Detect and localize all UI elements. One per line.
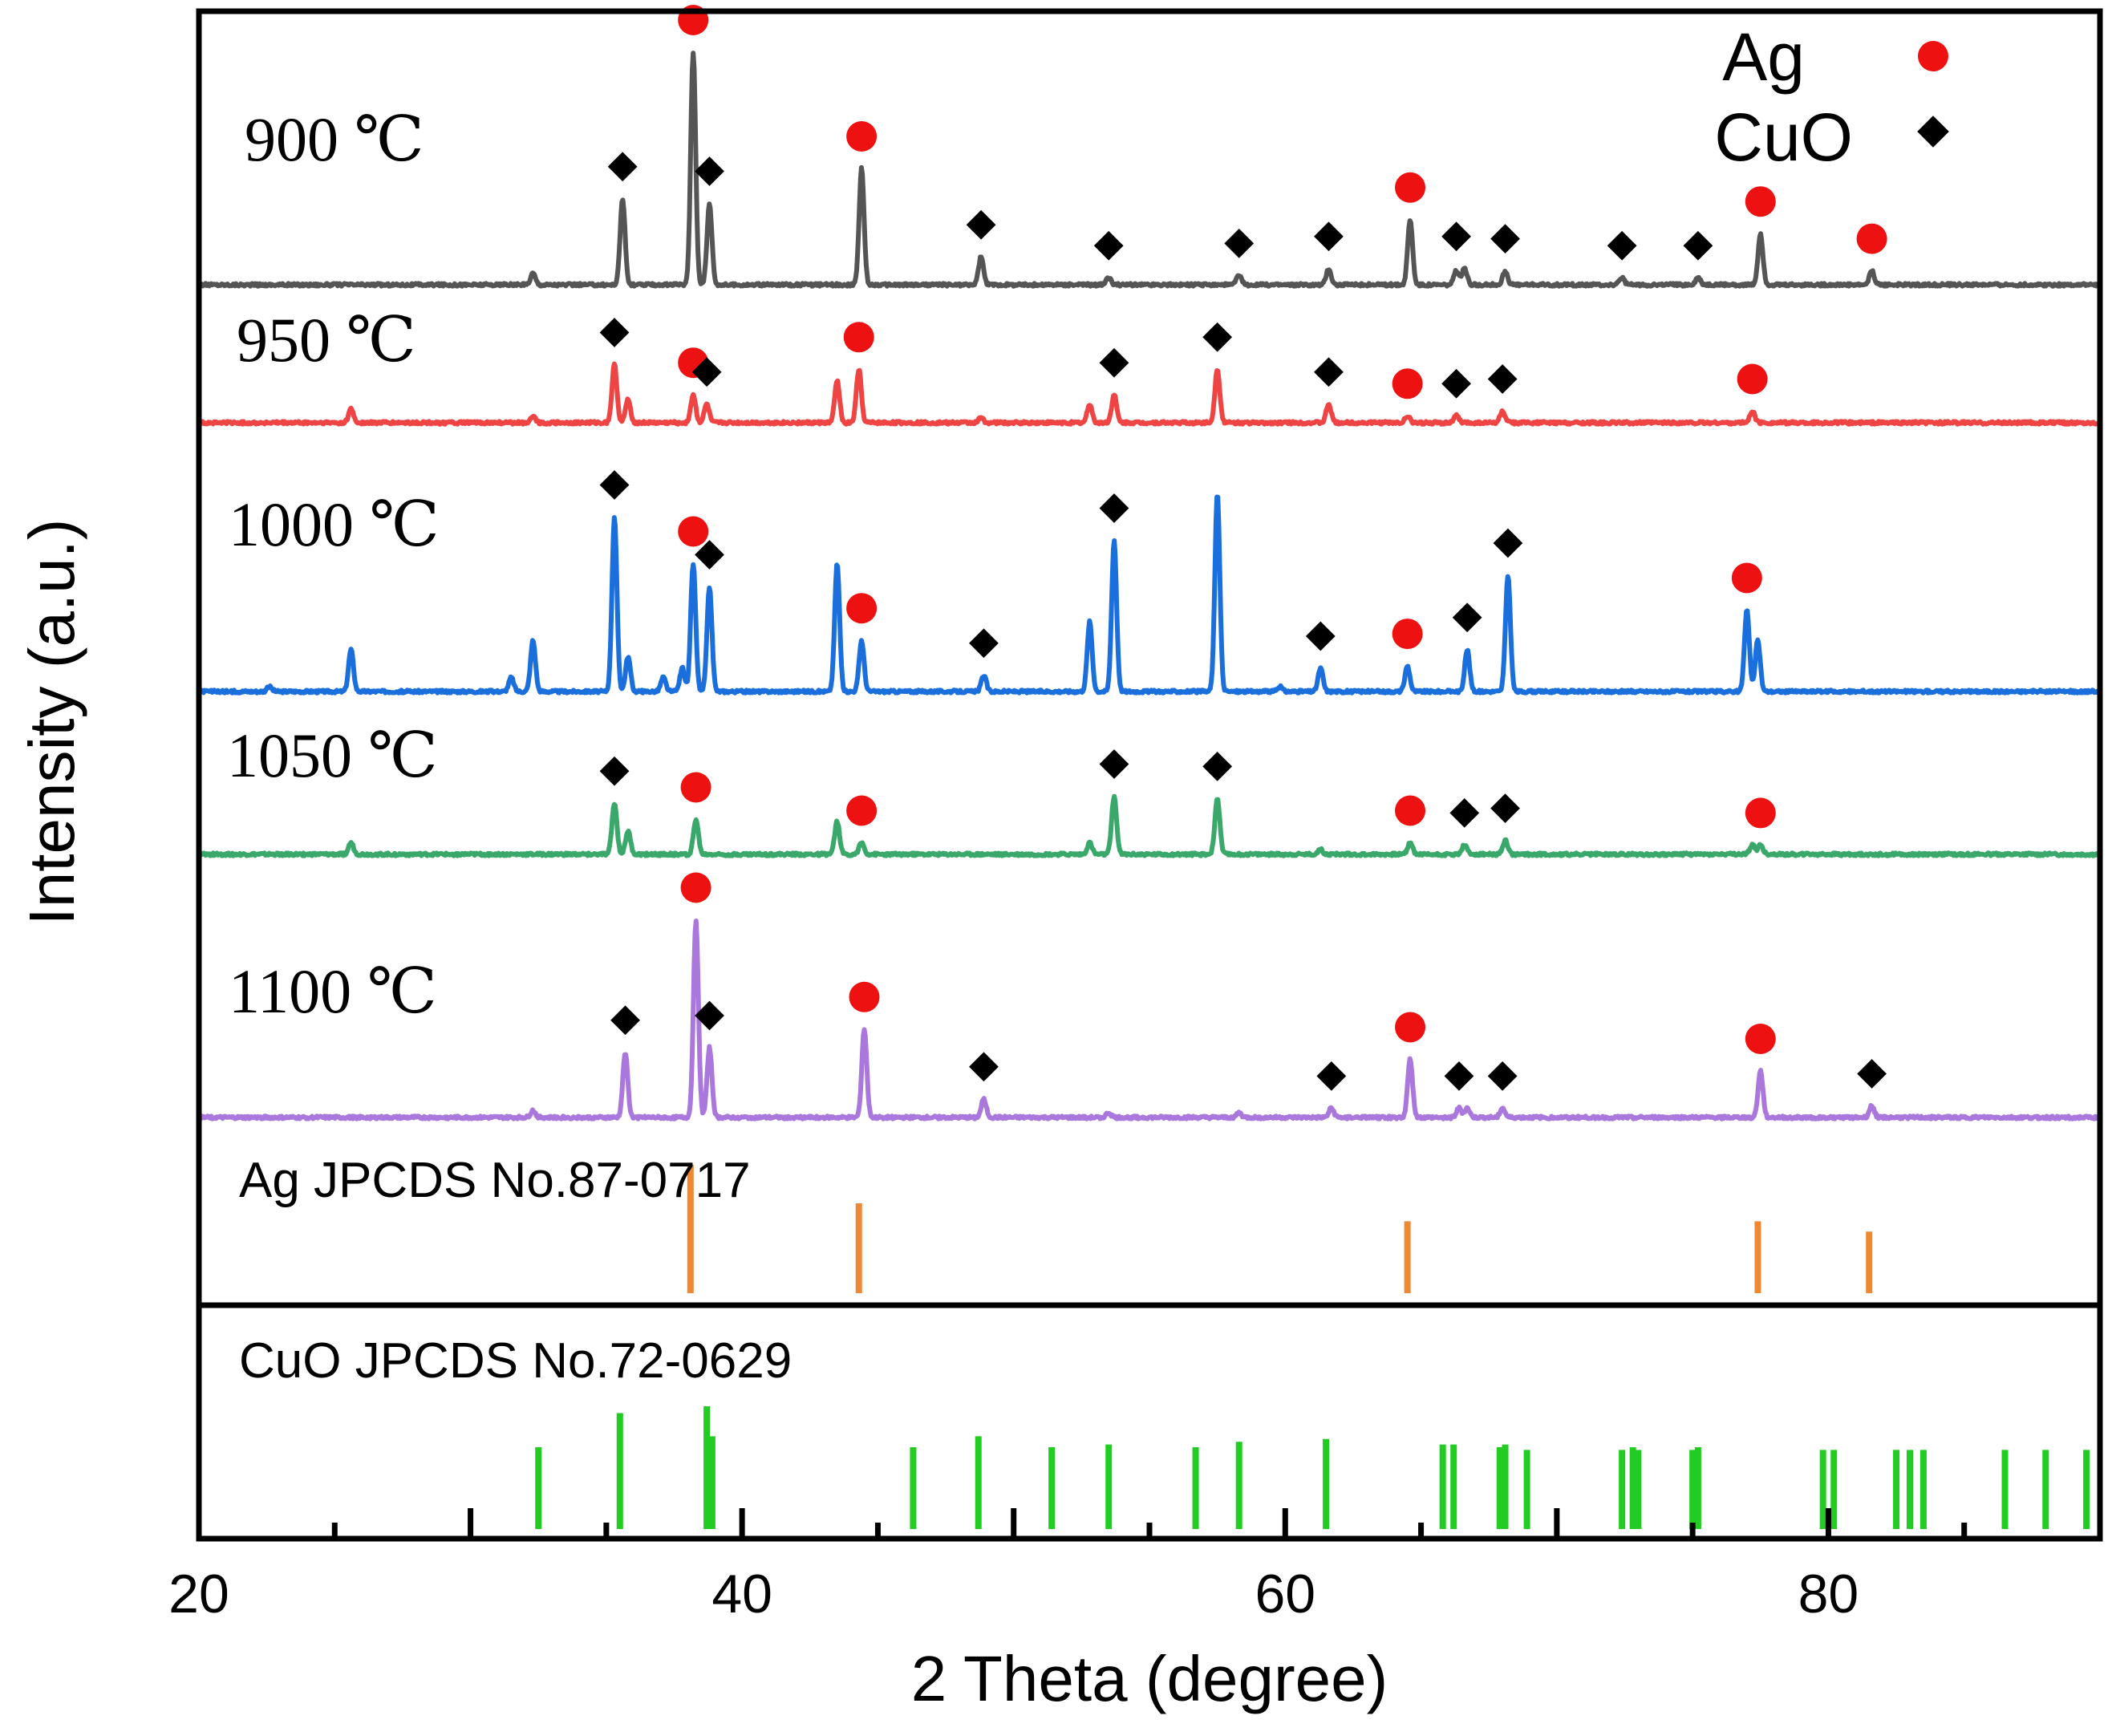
x-tick-label: 80 (1798, 1564, 1859, 1624)
xrd-trace-line (197, 494, 2102, 696)
cuo-peak-marker (695, 156, 724, 186)
x-tick-label: 40 (711, 1564, 772, 1624)
cuo-peak-marker (1099, 493, 1129, 523)
cuo-peak-marker (1487, 1061, 1518, 1091)
ag-peak-marker (846, 593, 878, 624)
ag-peak-marker (1745, 797, 1776, 829)
cuo-peak-marker (691, 357, 722, 387)
cuo-peak-marker (1316, 1061, 1347, 1091)
cuo-peak-marker (1487, 364, 1518, 394)
cuo-peak-marker (695, 1000, 724, 1031)
cuo-peak-marker (599, 756, 630, 786)
cuo-peak-marker (1444, 1061, 1474, 1091)
cuo-peak-marker (1202, 752, 1233, 781)
legend-ag-marker-icon (1918, 41, 1948, 71)
ag-peak-marker (1731, 562, 1762, 594)
x-axis-ticks (196, 1508, 2103, 1539)
traces-group (197, 51, 2102, 1122)
cuo-peak-marker (1099, 347, 1129, 378)
cuo-peak-marker (610, 1005, 640, 1036)
xrd-trace-line (197, 51, 2102, 289)
cuo-peak-marker (599, 470, 630, 500)
ag-reference-label: Ag JPCDS No.87-0717 (239, 1153, 751, 1208)
trace-label: 1000 ℃ (229, 489, 440, 559)
xrd-trace-line (197, 793, 2102, 858)
cuo-peak-marker (1093, 230, 1124, 261)
upper-plot-frame (196, 8, 2103, 1308)
ag-peak-marker (680, 872, 711, 903)
legend: Ag CuO (1714, 19, 1949, 175)
cuo-peak-marker (1449, 798, 1480, 828)
legend-cuo-marker-icon (1917, 116, 1949, 148)
ag-peak-marker (1745, 186, 1776, 217)
cuo-peak-marker (1490, 793, 1520, 823)
xrd-trace-line (197, 919, 2102, 1122)
trace-labels: 900 ℃ 950 ℃ 1000 ℃ 1050 ℃ 1100 ℃ (227, 104, 440, 1026)
cuo-peak-marker (1314, 221, 1344, 252)
xrd-trace-line (197, 361, 2102, 427)
ag-peak-marker (1392, 368, 1423, 400)
ag-peak-marker (1745, 1024, 1776, 1054)
cuo-peak-marker (1857, 1059, 1887, 1089)
ag-peak-marker (1395, 172, 1426, 203)
x-axis-tick-labels: 20 40 60 80 (168, 1564, 1859, 1624)
trace-label: 900 ℃ (245, 104, 424, 174)
reference-lines-group (535, 1165, 2090, 1529)
cuo-peak-marker (1493, 528, 1523, 558)
cuo-peak-marker (607, 152, 638, 182)
legend-label-ag: Ag (1722, 19, 1805, 95)
markers-group (599, 5, 1887, 1091)
cuo-peak-marker (1441, 221, 1471, 252)
cuo-peak-marker (1683, 230, 1713, 261)
cuo-peak-marker (599, 318, 630, 347)
ag-peak-marker (1395, 795, 1426, 826)
cuo-peak-marker (1202, 322, 1233, 352)
cuo-peak-marker (1224, 229, 1255, 258)
ag-peak-marker (1856, 223, 1887, 254)
cuo-peak-marker (695, 540, 724, 570)
cuo-peak-marker (1314, 357, 1344, 387)
trace-label: 950 ℃ (237, 305, 416, 375)
cuo-peak-marker (1452, 602, 1482, 633)
trace-label: 1050 ℃ (227, 720, 438, 790)
cuo-peak-marker (1099, 749, 1129, 779)
ag-peak-marker (843, 322, 874, 353)
x-axis-title: 2 Theta (degree) (911, 1643, 1388, 1714)
ag-peak-marker (1395, 1012, 1426, 1043)
ag-peak-marker (849, 981, 880, 1012)
cuo-peak-marker (969, 1052, 999, 1082)
x-tick-label: 60 (1255, 1564, 1315, 1624)
ag-peak-marker (680, 772, 711, 803)
cuo-peak-marker (1490, 224, 1520, 254)
cuo-peak-marker (969, 628, 999, 659)
cuo-peak-marker (1607, 230, 1637, 261)
trace-label: 1100 ℃ (229, 956, 437, 1026)
cuo-peak-marker (966, 209, 996, 240)
ag-peak-marker (1737, 363, 1768, 395)
x-tick-label: 20 (168, 1564, 229, 1624)
y-axis-title: Intensity (a.u.) (16, 519, 87, 926)
ag-peak-marker (846, 121, 878, 152)
cuo-peak-marker (1441, 368, 1471, 399)
ag-peak-marker (1392, 619, 1423, 650)
cuo-reference-label: CuO JPCDS No.72-0629 (239, 1333, 792, 1389)
legend-label-cuo: CuO (1714, 99, 1853, 175)
cuo-peak-marker (1305, 621, 1336, 651)
ag-peak-marker (678, 516, 709, 547)
ag-peak-marker (846, 795, 878, 826)
